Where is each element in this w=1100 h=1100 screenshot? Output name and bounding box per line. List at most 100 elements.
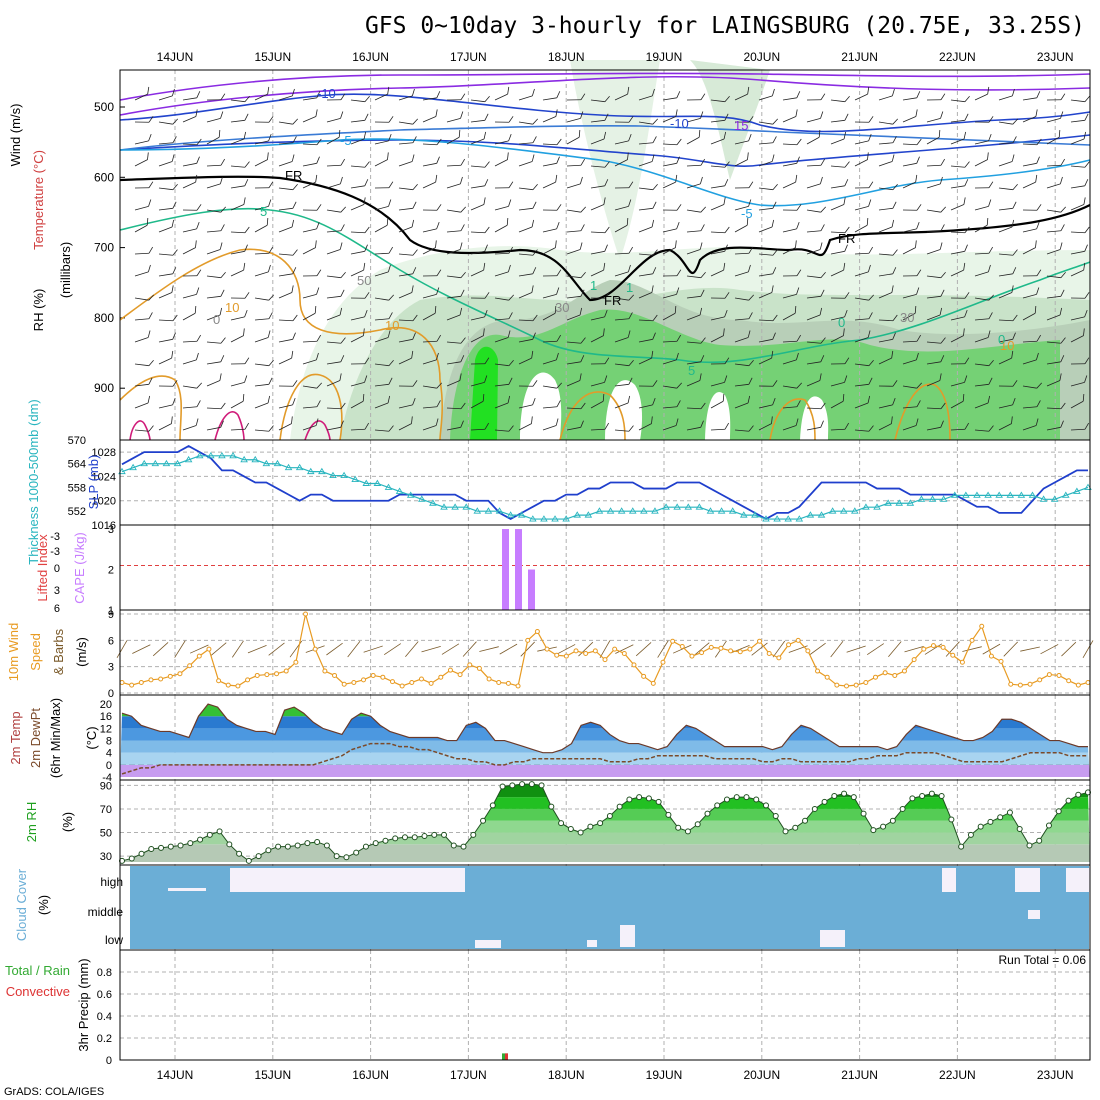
rh-marker bbox=[421, 833, 428, 840]
wind-barb bbox=[878, 332, 896, 343]
wind-barb-shaft bbox=[734, 205, 749, 211]
wind-barb-shaft bbox=[278, 292, 293, 299]
wind-barb bbox=[854, 116, 874, 123]
wind-barb-shaft bbox=[134, 205, 149, 211]
wind-barb-flag bbox=[556, 382, 563, 389]
wind-barb-flag bbox=[1060, 289, 1065, 297]
wind-barb-flag bbox=[532, 380, 538, 387]
wind-barb bbox=[350, 375, 368, 387]
wind-barb-flag bbox=[1036, 334, 1042, 342]
wind-barb bbox=[278, 350, 294, 365]
rh-marker bbox=[401, 834, 408, 841]
wind-barb-flag bbox=[963, 328, 965, 336]
wind-barb-shaft bbox=[926, 230, 941, 233]
wind-barb bbox=[830, 357, 850, 365]
rh-marker bbox=[236, 850, 243, 857]
wind-barb bbox=[158, 249, 178, 256]
wind-speed-marker bbox=[1027, 681, 1033, 687]
wind-barb-flag bbox=[1036, 221, 1040, 229]
wind-barb bbox=[542, 109, 558, 123]
wind-barb-shaft bbox=[758, 338, 773, 343]
wind-barb-shaft bbox=[710, 99, 725, 103]
wind-barb-flag bbox=[387, 86, 390, 95]
wind-barb-flag bbox=[196, 352, 199, 361]
wind-barb-shaft bbox=[134, 318, 149, 321]
wind-barb bbox=[1046, 289, 1065, 299]
wind-barb-flag bbox=[532, 314, 538, 321]
wind-barb bbox=[950, 226, 970, 234]
wind-barb bbox=[518, 88, 535, 101]
wind-barb-shaft bbox=[854, 252, 870, 255]
wind-barb-shaft bbox=[230, 185, 245, 189]
thickness-marker bbox=[784, 515, 793, 522]
wind-barb-shaft bbox=[878, 253, 893, 256]
wind-barb bbox=[302, 400, 321, 409]
wind-barb-flag bbox=[220, 158, 226, 166]
thickness-marker bbox=[628, 507, 637, 514]
wind-barb-flag bbox=[459, 373, 462, 381]
rh-marker bbox=[645, 795, 652, 802]
temp-axis-label: 2m Temp bbox=[8, 711, 23, 764]
wind-barb-shaft bbox=[662, 116, 677, 123]
rh-marker bbox=[275, 843, 282, 850]
upper-axis-label: Temperature (°C) bbox=[31, 150, 46, 250]
wind-barb bbox=[974, 152, 989, 167]
wind-speed-marker bbox=[177, 671, 183, 677]
rh-marker bbox=[675, 824, 682, 831]
wind-barb-flag bbox=[724, 375, 728, 383]
wind-barb-flag bbox=[412, 183, 418, 190]
wind-barb bbox=[566, 289, 585, 299]
wind-barb-flag bbox=[796, 352, 799, 361]
date-label-bottom: 23JUN bbox=[1037, 1068, 1074, 1082]
wind-barb-shaft bbox=[398, 253, 413, 256]
wind-barb bbox=[374, 152, 389, 167]
surface-wind-barb-shaft bbox=[152, 642, 169, 657]
rh-marker bbox=[450, 842, 457, 849]
wind-speed-marker bbox=[119, 679, 125, 685]
wind-barb-shaft bbox=[590, 204, 605, 211]
wind-barb bbox=[566, 158, 586, 167]
wind-barb bbox=[206, 307, 223, 321]
rh-clear-area bbox=[520, 372, 562, 440]
wind-barb bbox=[254, 395, 271, 409]
wind-barb-flag bbox=[292, 88, 295, 97]
wind-barb-shaft bbox=[278, 338, 293, 343]
wind-barb-flag bbox=[244, 422, 250, 430]
wind-barb bbox=[134, 294, 155, 301]
credit-text: GrADS: COLA/IGES bbox=[4, 1086, 104, 1098]
wind-barb-shaft bbox=[254, 337, 269, 343]
wind-barb-flag bbox=[579, 373, 582, 381]
wind-barb bbox=[614, 246, 634, 255]
wind-barb-flag bbox=[772, 201, 777, 209]
wind-barb bbox=[902, 352, 919, 365]
wind-barb-shaft bbox=[254, 205, 269, 211]
wind-barb-shaft bbox=[230, 428, 246, 431]
contour-label: 30 bbox=[900, 310, 914, 325]
wind-barb bbox=[686, 158, 706, 167]
wind-barb bbox=[254, 377, 273, 387]
wind-speed-marker bbox=[1085, 679, 1091, 685]
wind-barb bbox=[182, 269, 202, 277]
wind-barb bbox=[1046, 373, 1062, 387]
wind-barb bbox=[446, 224, 465, 233]
wind-barb bbox=[782, 334, 802, 343]
wind-barb-shaft bbox=[254, 318, 269, 321]
wind-barb-shaft bbox=[326, 164, 342, 167]
rh-marker bbox=[128, 855, 135, 862]
wind-barb-shaft bbox=[686, 380, 701, 387]
wind-barb-shaft bbox=[494, 205, 509, 211]
wind-barb bbox=[470, 309, 488, 321]
wind-barb-flag bbox=[172, 332, 176, 340]
wind-barb bbox=[854, 133, 872, 145]
wind-barb-flag bbox=[507, 86, 510, 95]
surface-wind-barb-shaft bbox=[557, 644, 576, 655]
wind-barb-flag bbox=[268, 133, 272, 141]
rh-marker bbox=[1016, 825, 1023, 832]
wind-barb bbox=[806, 355, 825, 365]
wind-speed-marker bbox=[631, 662, 637, 668]
wind-barb-flag bbox=[484, 375, 488, 383]
wind-barb bbox=[134, 152, 149, 167]
wind-speed-marker bbox=[1075, 682, 1081, 688]
wind-barb-shaft bbox=[566, 117, 581, 123]
wind-barb-flag bbox=[820, 420, 824, 428]
